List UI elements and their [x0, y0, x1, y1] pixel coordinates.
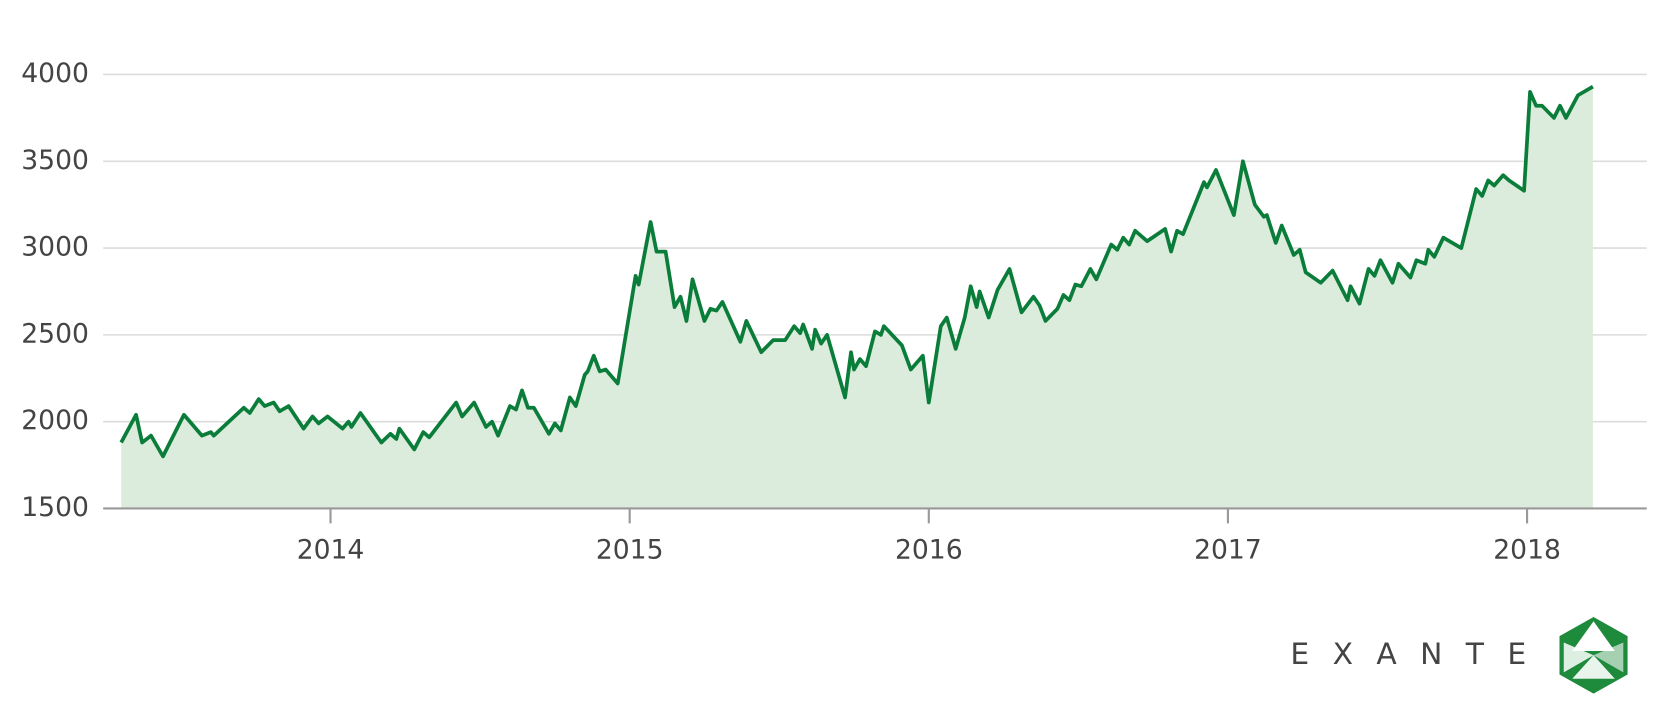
x-tick-label: 2018 [1493, 535, 1561, 566]
logo-facet [1563, 642, 1594, 673]
line [119, 84, 1594, 459]
x-tick-label: 2016 [895, 535, 963, 566]
x-tick-label: 2017 [1194, 535, 1262, 566]
y-tick-label: 1500 [21, 492, 89, 523]
area [121, 86, 1593, 509]
y-tick-label: 3500 [21, 145, 89, 176]
x-tick-label: 2014 [297, 535, 365, 566]
y-tick-label: 2500 [21, 318, 89, 349]
x-tick-label: 2015 [596, 535, 664, 566]
logo-facet [1593, 642, 1624, 673]
y-tick-label: 4000 [21, 58, 89, 89]
logo-facet [1572, 655, 1615, 679]
logo-facet [1572, 621, 1615, 652]
logo: EXANTE [1290, 616, 1628, 694]
y-tick-label: 2000 [21, 405, 89, 436]
y-tick-label: 3000 [21, 232, 89, 263]
logo-text: EXANTE [1290, 637, 1549, 672]
